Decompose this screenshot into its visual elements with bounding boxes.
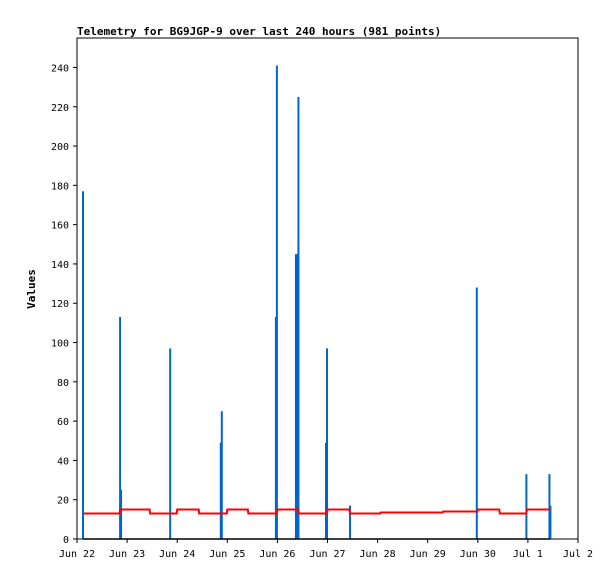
y-tick-label: 240 (51, 63, 69, 74)
x-tick-label: Jun 28 (360, 549, 396, 560)
y-tick-label: 80 (57, 378, 69, 389)
y-tick-label: 180 (51, 181, 69, 192)
x-tick-label: Jun 24 (159, 549, 195, 560)
y-tick-label: 60 (57, 417, 69, 428)
y-tick-label: 140 (51, 260, 69, 271)
x-tick-label: Jun 30 (460, 549, 496, 560)
y-tick-label: 160 (51, 221, 69, 232)
x-tick-label: Jun 25 (209, 549, 245, 560)
y-tick-label: 200 (51, 142, 69, 153)
x-axis: Jun 22 Jun 23 Jun 24 Jun 25 Jun 26 Jun 27 Jun … (59, 539, 593, 560)
x-tick-label: Jul 1 (513, 549, 543, 560)
y-tick-label: 0 (63, 535, 69, 546)
y-tick-label: 100 (51, 339, 69, 350)
y-tick-label: 220 (51, 103, 69, 114)
step-series-line (83, 508, 551, 515)
y-tick-label: 40 (57, 456, 69, 467)
y-axis: 0 20 40 60 80 100 120 140 160 180 200 220 240 (51, 63, 77, 546)
y-axis-label: Values (25, 269, 38, 309)
series-layer (82, 65, 552, 540)
y-tick-label: 120 (51, 299, 69, 310)
x-tick-label: Jun 23 (109, 549, 145, 560)
chart-title: Telemetry for BG9JGP-9 over last 240 hou… (77, 25, 441, 38)
x-tick-label: Jul 2 (563, 549, 593, 560)
x-tick-label: Jun 22 (59, 549, 95, 560)
x-tick-label: Jun 26 (259, 549, 295, 560)
y-tick-label: 20 (57, 496, 69, 507)
x-tick-label: Jun 27 (309, 549, 345, 560)
x-tick-label: Jun 29 (410, 549, 446, 560)
